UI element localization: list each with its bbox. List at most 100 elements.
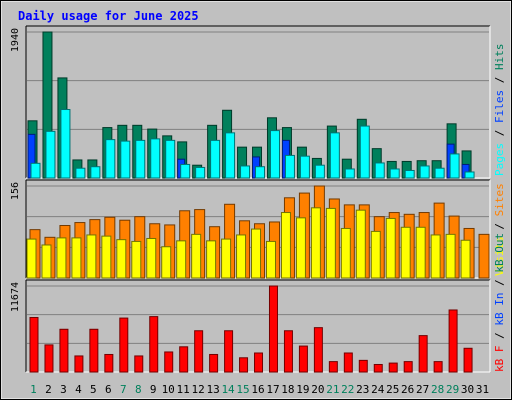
bar-visits-day-21 [325,207,336,279]
legend-middle-part-1: / [493,216,506,236]
bar-visits-day-1 [26,238,37,279]
bar-files-day-8 [135,139,146,179]
bar-kbytes-day-20 [313,327,323,373]
bar-kbytes-day-13 [209,353,219,373]
bar-visits-day-9 [146,237,157,279]
bar-files-day-1 [30,162,41,179]
bar-kbytes-day-11 [179,346,189,373]
bar-files-day-16 [255,166,266,179]
bar-files-day-10 [165,139,176,179]
bar-visits-day-19 [295,217,306,279]
bar-visits-day-13 [206,240,217,279]
day-label-5: 5 [90,383,97,396]
day-label-31: 31 [476,383,489,396]
bar-files-day-7 [120,140,131,179]
bar-kbytes-day-15 [239,357,249,373]
day-label-3: 3 [60,383,67,396]
bar-kbytes-day-21 [328,361,338,373]
day-label-10: 10 [162,383,175,396]
bar-sites-day-31 [478,233,490,279]
bar-kbytes-day-2 [44,344,54,373]
day-label-7: 7 [120,383,127,396]
bar-files-day-28 [434,167,445,179]
bar-visits-day-5 [86,234,97,279]
bar-files-day-30 [464,171,475,179]
bar-files-day-26 [404,169,415,179]
bar-visits-day-16 [251,228,262,279]
bar-kbytes-day-16 [254,352,264,373]
bar-files-day-22 [344,168,355,179]
bar-visits-day-7 [116,239,127,279]
bar-files-day-5 [90,166,101,179]
bar-kbytes-day-12 [194,330,204,373]
day-label-18: 18 [281,383,294,396]
legend-bottom-part-4: kB Out [493,233,506,273]
bar-kbytes-day-8 [134,355,144,373]
legend-bottom: kB F / kB In / kB Out [493,233,506,372]
bar-files-day-20 [314,164,325,179]
bar-files-day-17 [269,130,280,179]
bar-visits-day-8 [131,240,142,279]
bar-visits-day-4 [71,237,82,279]
bar-kbytes-day-1 [29,316,39,373]
bar-visits-day-11 [176,240,187,279]
bar-kbytes-day-9 [149,316,159,373]
legend-bottom-part-2: kB In [493,293,506,326]
bar-kbytes-day-17 [268,285,278,373]
bar-files-day-6 [105,139,116,179]
day-label-1: 1 [30,383,37,396]
bar-kbytes-day-26 [403,361,413,373]
legend-top-part-1: / [493,123,506,143]
bar-visits-day-2 [41,244,52,279]
bar-kbytes-day-25 [388,362,398,373]
bar-files-day-23 [359,125,370,179]
bar-files-day-14 [225,132,236,179]
bar-visits-day-27 [415,226,426,279]
day-label-28: 28 [431,383,444,396]
bar-files-day-18 [284,154,295,179]
series-visits [26,207,471,279]
bar-visits-day-20 [310,207,321,279]
bar-visits-day-12 [191,233,202,279]
bar-kbytes-day-18 [283,330,293,373]
bar-kbytes-day-29 [448,309,458,373]
bar-visits-day-10 [161,246,172,279]
day-label-11: 11 [177,383,190,396]
bar-files-day-24 [374,162,385,179]
day-label-2: 2 [45,383,52,396]
bar-files-day-2 [45,130,56,179]
day-label-22: 22 [341,383,354,396]
bar-kbytes-day-3 [59,328,69,373]
legend-bottom-part-1: / [493,326,506,346]
bar-visits-day-6 [101,235,112,279]
bar-visits-day-15 [236,234,247,279]
bar-visits-day-28 [430,234,441,279]
bar-visits-day-23 [355,209,366,279]
bar-kbytes-day-14 [224,330,234,373]
bar-files-day-11 [180,163,191,179]
bar-files-day-13 [210,139,221,179]
chart-title: Daily usage for June 2025 [18,9,199,23]
bar-kbytes-day-22 [343,352,353,373]
day-label-29: 29 [446,383,459,396]
bar-files-day-15 [240,165,251,179]
bar-files-day-3 [60,109,71,179]
bar-kbytes-day-27 [418,335,428,373]
bar-files-day-9 [150,138,161,179]
bar-visits-day-17 [265,240,276,279]
bar-kbytes-day-7 [119,317,129,373]
bar-visits-day-26 [400,226,411,279]
day-label-13: 13 [206,383,219,396]
legend-middle: Visits / Sites [493,183,506,276]
bar-visits-day-18 [280,212,291,279]
series-files [30,109,475,179]
day-label-14: 14 [221,383,235,396]
bar-visits-day-29 [445,233,456,279]
bar-files-day-29 [449,153,460,179]
bar-visits-day-14 [221,238,232,279]
bar-kbytes-day-28 [433,361,443,373]
bar-kbytes-day-19 [298,345,308,373]
bar-files-day-21 [329,132,340,179]
day-label-12: 12 [192,383,205,396]
y-max-label: 1940 [10,28,21,52]
